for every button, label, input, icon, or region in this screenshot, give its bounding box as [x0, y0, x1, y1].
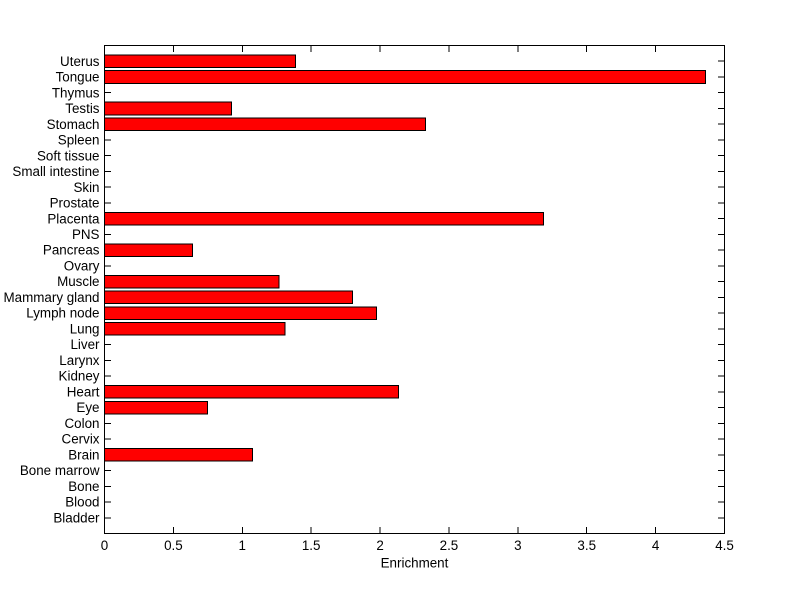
svg-text:0.5: 0.5 [164, 538, 183, 553]
svg-text:Liver: Liver [70, 337, 100, 352]
svg-text:Pancreas: Pancreas [43, 243, 100, 258]
svg-text:Eye: Eye [76, 400, 99, 415]
svg-text:Brain: Brain [68, 447, 99, 462]
svg-text:3: 3 [514, 538, 521, 553]
svg-text:Small intestine: Small intestine [12, 164, 99, 179]
svg-text:Lung: Lung [70, 322, 100, 337]
svg-text:Placenta: Placenta [47, 211, 100, 226]
svg-text:Colon: Colon [65, 416, 100, 431]
svg-text:0: 0 [101, 538, 108, 553]
svg-text:4.5: 4.5 [715, 538, 734, 553]
svg-text:Bone: Bone [68, 479, 99, 494]
svg-text:Testis: Testis [65, 101, 100, 116]
svg-text:1.5: 1.5 [302, 538, 321, 553]
svg-text:Thymus: Thymus [52, 85, 100, 100]
svg-text:Ovary: Ovary [64, 259, 100, 274]
svg-text:1: 1 [239, 538, 246, 553]
svg-text:Bladder: Bladder [53, 510, 100, 525]
svg-text:Tongue: Tongue [56, 70, 100, 85]
svg-text:Soft tissue: Soft tissue [37, 148, 100, 163]
svg-text:3.5: 3.5 [577, 538, 596, 553]
svg-text:Blood: Blood [65, 495, 99, 510]
svg-text:Cervix: Cervix [62, 432, 100, 447]
svg-text:2.5: 2.5 [440, 538, 459, 553]
svg-text:Uterus: Uterus [60, 54, 100, 69]
svg-text:Skin: Skin [73, 180, 99, 195]
svg-text:Kidney: Kidney [59, 369, 100, 384]
svg-text:Mammary gland: Mammary gland [4, 290, 100, 305]
svg-text:Larynx: Larynx [59, 353, 99, 368]
svg-text:2: 2 [376, 538, 383, 553]
svg-text:Spleen: Spleen [58, 133, 100, 148]
svg-text:Enrichment: Enrichment [381, 556, 449, 571]
svg-text:Lymph node: Lymph node [26, 306, 99, 321]
svg-text:4: 4 [652, 538, 660, 553]
svg-text:Bone marrow: Bone marrow [20, 463, 100, 478]
svg-text:Heart: Heart [67, 384, 100, 399]
svg-text:Stomach: Stomach [47, 117, 100, 132]
svg-text:Muscle: Muscle [57, 274, 99, 289]
svg-text:PNS: PNS [72, 227, 100, 242]
svg-text:Prostate: Prostate [50, 196, 100, 211]
